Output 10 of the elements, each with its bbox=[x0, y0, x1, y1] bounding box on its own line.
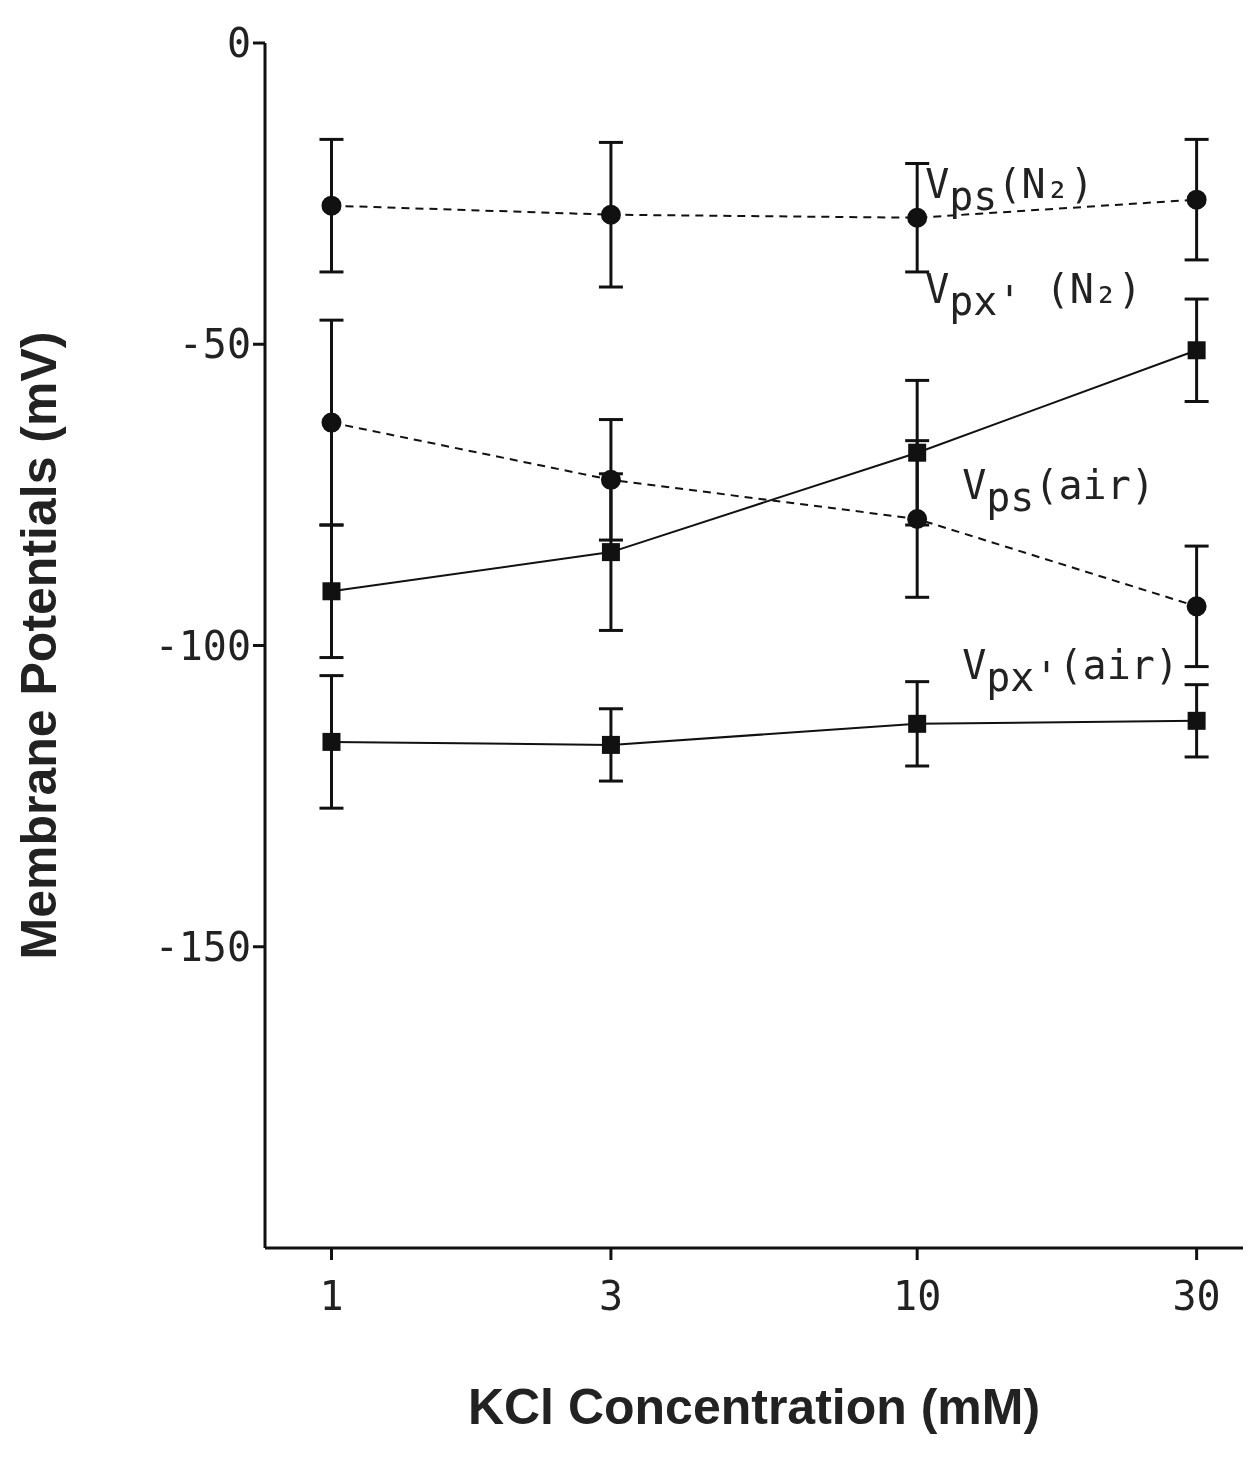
y-tick-label: -50 bbox=[178, 321, 251, 368]
x-tick-label: 3 bbox=[598, 1273, 623, 1320]
y-tick-label: -100 bbox=[154, 622, 251, 669]
y-tick-label: -150 bbox=[154, 923, 251, 970]
x-axis-title: KCl Concentration (mM) bbox=[467, 1379, 1041, 1435]
y-axis-title: Membrane Potentials (mV) bbox=[10, 331, 67, 960]
x-tick-label: 1 bbox=[319, 1273, 344, 1320]
x-tick-label: 10 bbox=[893, 1273, 942, 1320]
x-tick-label: 30 bbox=[1172, 1273, 1221, 1320]
y-tick-label: 0 bbox=[226, 20, 251, 67]
